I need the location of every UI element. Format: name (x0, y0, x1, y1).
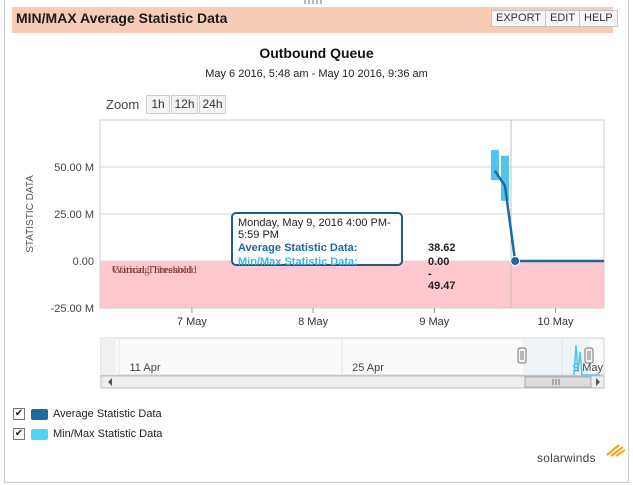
chart-tooltip: Monday, May 9, 2016 4:00 PM-5:59 PM Aver… (231, 212, 456, 292)
y-tick-label: 25.00 M (54, 209, 94, 221)
minmax-bar (501, 155, 510, 201)
y-tick-label: -25.00 M (51, 303, 94, 315)
widget-title: MIN/MAX Average Statistic Data (16, 10, 228, 26)
threshold-band (100, 261, 604, 308)
chart-subtitle: May 6 2016, 5:48 am - May 10 2016, 9:36 … (205, 68, 428, 80)
zoom-24h-button[interactable]: 24h (199, 95, 226, 114)
navigator-label: 11 Apr (130, 362, 161, 374)
threshold-label: Warning Threshold (112, 264, 197, 276)
x-tick-label: 9 May (419, 316, 449, 328)
widget-header: MIN/MAX Average Statistic Data EXPORT ED… (12, 7, 618, 33)
legend-checkbox[interactable]: ✔ (13, 408, 25, 420)
y-tick-label: 50.00 M (54, 162, 94, 174)
minmax-bar (490, 150, 499, 181)
legend-label: Min/Max Statistic Data (53, 428, 163, 440)
resize-grip[interactable] (304, 0, 322, 4)
x-tick-label: 10 May (537, 316, 574, 328)
navigator-handle-right (584, 347, 594, 364)
help-button[interactable]: HELP (579, 10, 618, 27)
edit-button[interactable]: EDIT (545, 10, 581, 27)
solarwinds-logo: solarwinds (537, 444, 626, 465)
navigator-handle-left (517, 347, 527, 364)
tooltip-row-minmax: Min/Max Statistic Data: 0.00 - 49.47 (238, 256, 456, 292)
hover-point (510, 255, 521, 266)
x-tick-label: 7 May (177, 316, 207, 328)
legend-swatch (31, 409, 48, 420)
tooltip-date: Monday, May 9, 2016 4:00 PM-5:59 PM (238, 217, 391, 241)
x-tick-label: 8 May (298, 316, 328, 328)
navigator-scrollbar (100, 375, 605, 389)
legend-checkbox[interactable]: ✔ (13, 428, 25, 440)
scroll-right-icon (596, 378, 600, 386)
y-axis-label: STATISTIC DATA (25, 175, 36, 253)
y-tick-label: 0.00 (73, 256, 94, 268)
tooltip-label: Average Statistic Data: (238, 242, 358, 254)
zoom-12h-button[interactable]: 12h (171, 95, 198, 114)
tooltip-row-average: Average Statistic Data: 38.62 (238, 242, 456, 255)
chart-title: Outbound Queue (259, 45, 374, 61)
scrollbar-thumb (524, 376, 592, 388)
legend-swatch (31, 429, 48, 440)
navigator[interactable]: 11 Apr 25 Apr 9 May (100, 337, 605, 389)
legend-label: Average Statistic Data (53, 408, 162, 420)
logo-text: solarwinds (537, 451, 596, 465)
tooltip-label: Min/Max Statistic Data: (238, 256, 358, 268)
scroll-left-icon (108, 378, 112, 386)
plot-border (99, 119, 605, 309)
navigator-left-shade (101, 338, 116, 375)
plot-area[interactable]: 50.00 M 25.00 M 0.00 -25.00 M 7 May 8 May 9 Ma… (25, 119, 605, 328)
tooltip-value: 0.00 - 49.47 (428, 256, 456, 292)
solarwinds-flare-icon (606, 444, 626, 457)
zoom-label: Zoom (106, 97, 140, 112)
zoom-1h-button[interactable]: 1h (146, 95, 170, 114)
tooltip-value: 38.62 (428, 242, 456, 254)
navigator-series (573, 344, 600, 376)
threshold-label: Critical Threshold (112, 264, 193, 276)
navigator-label: 25 Apr (352, 362, 384, 374)
